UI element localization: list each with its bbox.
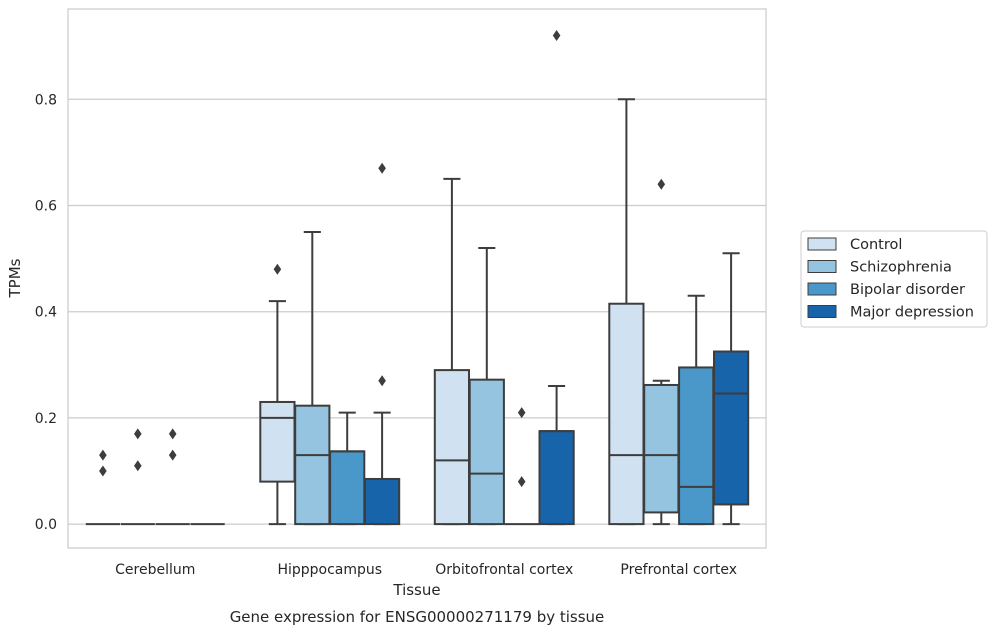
box-body [538, 430, 575, 526]
legend-item: Bipolar disorder [807, 282, 965, 298]
series-group [190, 30, 750, 526]
y-tick-label: 0.6 [35, 198, 57, 214]
box [678, 294, 715, 526]
outlier-point [168, 428, 177, 440]
outlier-point [517, 476, 526, 488]
box-body [468, 378, 505, 526]
x-tick-label: Prefrontal cortex [620, 562, 737, 578]
legend-item: Control [807, 237, 902, 253]
legend-label: Schizophrenia [850, 260, 952, 276]
plot-frame [67, 8, 767, 549]
box [538, 30, 575, 526]
outlier-point [134, 428, 142, 440]
outlier-point [99, 449, 107, 461]
figure-caption: Gene expression for ENSG00000271179 by t… [230, 608, 605, 626]
legend-label: Major depression [850, 305, 974, 321]
x-tick-label: Orbitofrontal cortex [435, 562, 573, 578]
legend-swatch [807, 237, 837, 251]
x-tick-labels: Cerebellum Hipppocampus Orbitofrontal cort… [115, 562, 737, 578]
outlier-point [168, 449, 177, 461]
box [259, 263, 296, 526]
box-body [329, 450, 366, 526]
box [85, 449, 121, 526]
y-tick-label: 0.2 [35, 411, 57, 427]
outlier-point [134, 460, 142, 472]
box [712, 252, 750, 526]
box-body [608, 302, 645, 526]
series-group [120, 178, 680, 526]
outlier-point [552, 30, 561, 42]
box [643, 178, 680, 526]
box [504, 407, 539, 526]
legend-swatch [807, 282, 837, 296]
y-tick-labels: 0.0 0.2 0.4 0.6 0.8 [35, 92, 57, 533]
box [294, 231, 331, 526]
box-body [433, 369, 471, 526]
series-group [85, 98, 645, 526]
legend-item: Schizophrenia [807, 260, 952, 276]
box [468, 246, 505, 526]
box [120, 428, 155, 526]
outlier-point [378, 375, 386, 387]
box-body [712, 350, 750, 506]
y-tick-label: 0.4 [35, 305, 57, 321]
legend-item: Major depression [807, 305, 974, 321]
legend-label: Bipolar disorder [850, 282, 965, 298]
x-tick-label: Cerebellum [115, 562, 195, 578]
legend-frame [800, 230, 988, 328]
y-tick-label: 0.0 [35, 517, 57, 533]
box-body [294, 404, 331, 526]
box-body [678, 366, 715, 526]
box [363, 162, 401, 526]
y-tick-label: 0.8 [35, 92, 57, 108]
legend: Control Schizophrenia Bipolar disorder Majo… [800, 230, 988, 328]
x-tick-label: Hipppocampus [277, 562, 382, 578]
box-body [643, 383, 680, 514]
outlier-point [517, 407, 526, 419]
y-axis-label: TPMs [6, 258, 24, 298]
x-axis-label: Tissue [392, 581, 440, 599]
box-body [259, 400, 296, 483]
box-plot-series [85, 30, 750, 526]
outlier-point [273, 263, 282, 275]
box-body [363, 477, 401, 526]
legend-swatch [807, 305, 837, 318]
outlier-point [657, 178, 666, 190]
box [608, 98, 645, 526]
legend-label: Control [850, 237, 902, 253]
outlier-point [378, 162, 386, 174]
box [155, 428, 190, 526]
outlier-point [99, 465, 107, 477]
box [433, 177, 471, 526]
legend-swatch [807, 260, 837, 273]
